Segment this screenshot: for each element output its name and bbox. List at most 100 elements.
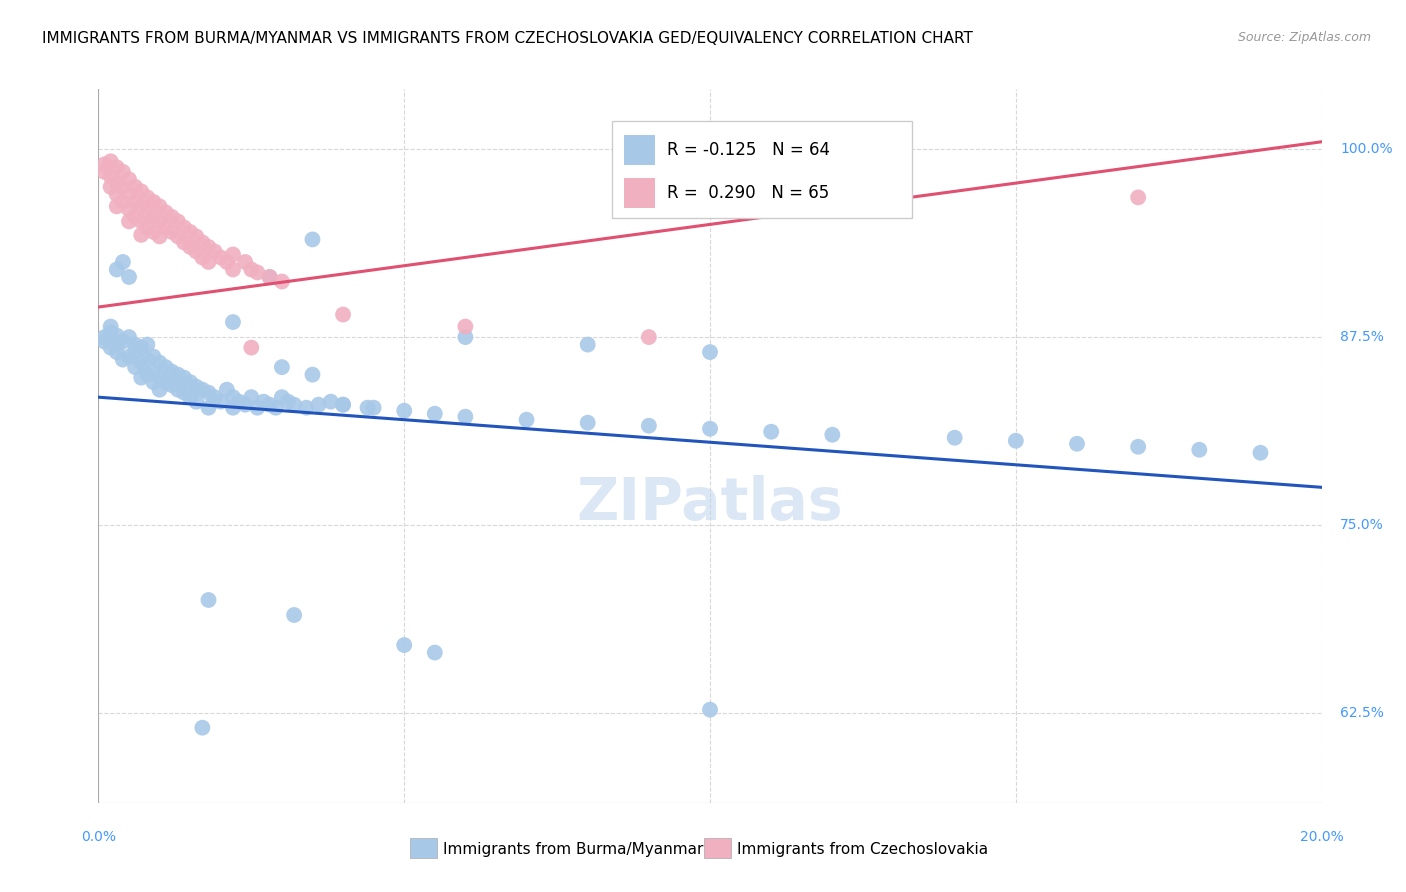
- Point: [332, 398, 354, 412]
- Point: [149, 199, 172, 213]
- Point: [160, 365, 183, 379]
- Point: [105, 262, 128, 277]
- Point: [105, 199, 128, 213]
- Point: [186, 394, 208, 409]
- Point: [240, 262, 263, 277]
- Point: [118, 172, 141, 186]
- Point: [124, 179, 146, 194]
- Point: [943, 431, 966, 445]
- Point: [637, 330, 661, 344]
- Point: [155, 360, 177, 375]
- Point: [222, 390, 245, 404]
- Point: [197, 593, 219, 607]
- Point: [160, 225, 183, 239]
- Text: Immigrants from Burma/Myanmar: Immigrants from Burma/Myanmar: [443, 842, 704, 856]
- Point: [197, 401, 219, 415]
- Point: [173, 220, 195, 235]
- Point: [259, 270, 281, 285]
- Point: [699, 703, 721, 717]
- Point: [246, 265, 269, 279]
- Point: [105, 161, 128, 175]
- Point: [124, 337, 146, 351]
- Point: [209, 394, 232, 409]
- Point: [93, 334, 115, 349]
- Point: [759, 425, 782, 439]
- Point: [149, 383, 172, 397]
- Point: [301, 368, 323, 382]
- Point: [167, 368, 190, 382]
- Point: [136, 205, 159, 219]
- Point: [136, 190, 159, 204]
- Point: [149, 229, 172, 244]
- Point: [277, 394, 299, 409]
- Point: [637, 418, 661, 433]
- Point: [155, 375, 177, 389]
- Point: [118, 202, 141, 217]
- Point: [454, 319, 477, 334]
- Bar: [411, 838, 437, 858]
- Point: [111, 352, 134, 367]
- Point: [454, 409, 477, 424]
- Point: [129, 356, 152, 370]
- Point: [283, 607, 305, 622]
- Point: [129, 227, 152, 242]
- Point: [295, 401, 318, 415]
- Point: [93, 157, 115, 171]
- Point: [142, 375, 165, 389]
- Point: [699, 422, 721, 436]
- Point: [173, 370, 195, 384]
- Point: [392, 403, 416, 417]
- Point: [124, 360, 146, 375]
- Point: [356, 401, 378, 415]
- Point: [111, 165, 134, 179]
- Point: [363, 401, 385, 415]
- Point: [423, 646, 446, 660]
- Point: [111, 179, 134, 194]
- Point: [124, 345, 146, 359]
- Point: [699, 345, 721, 359]
- FancyBboxPatch shape: [612, 121, 912, 218]
- Point: [149, 214, 172, 228]
- Point: [124, 210, 146, 224]
- Point: [105, 175, 128, 189]
- Point: [179, 375, 201, 389]
- Point: [246, 401, 269, 415]
- Point: [1128, 190, 1150, 204]
- Point: [136, 352, 159, 367]
- Point: [179, 390, 201, 404]
- Point: [93, 330, 115, 344]
- Text: 62.5%: 62.5%: [1340, 706, 1384, 720]
- Point: [222, 247, 245, 261]
- Point: [186, 244, 208, 259]
- Point: [111, 194, 134, 209]
- Point: [283, 398, 305, 412]
- Point: [149, 370, 172, 384]
- Point: [259, 398, 281, 412]
- Point: [155, 220, 177, 235]
- Point: [332, 308, 354, 322]
- Point: [1249, 446, 1271, 460]
- Point: [1004, 434, 1026, 448]
- Point: [105, 337, 128, 351]
- Point: [1128, 440, 1150, 454]
- Text: R = -0.125   N = 64: R = -0.125 N = 64: [668, 141, 830, 159]
- Point: [100, 154, 122, 169]
- Point: [142, 225, 165, 239]
- Point: [821, 427, 844, 442]
- Point: [222, 401, 245, 415]
- Point: [136, 220, 159, 235]
- Point: [319, 394, 342, 409]
- Point: [259, 270, 281, 285]
- Point: [197, 240, 219, 254]
- Point: [1066, 436, 1088, 450]
- Point: [93, 165, 115, 179]
- Point: [129, 199, 152, 213]
- Point: [191, 383, 214, 397]
- Point: [105, 187, 128, 202]
- Point: [516, 413, 538, 427]
- Point: [173, 235, 195, 250]
- Point: [100, 169, 122, 184]
- Point: [129, 370, 152, 384]
- Point: [576, 337, 599, 351]
- Point: [179, 240, 201, 254]
